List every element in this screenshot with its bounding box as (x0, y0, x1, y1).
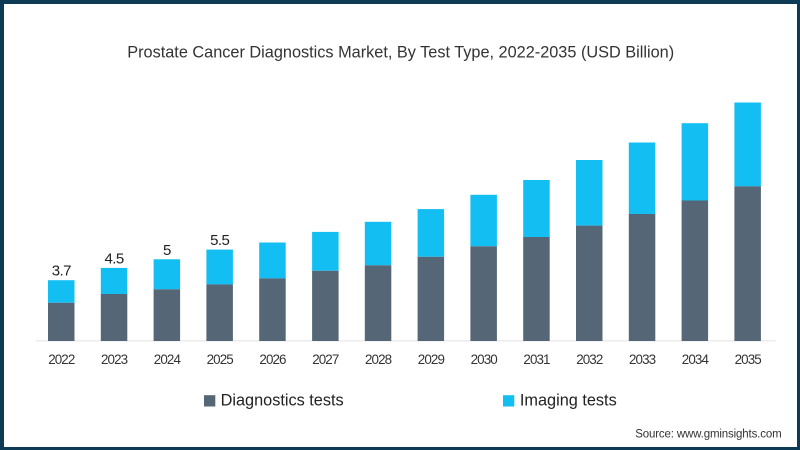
svg-text:2035: 2035 (735, 352, 762, 367)
svg-text:2022: 2022 (48, 352, 75, 367)
svg-text:Source: www.gminsights.com: Source: www.gminsights.com (635, 428, 781, 440)
svg-text:3.7: 3.7 (52, 263, 71, 280)
svg-text:2027: 2027 (312, 352, 339, 367)
svg-text:2026: 2026 (259, 352, 286, 367)
svg-text:4.5: 4.5 (104, 250, 123, 267)
svg-text:2033: 2033 (629, 352, 656, 367)
svg-text:2024: 2024 (154, 352, 182, 367)
svg-text:2034: 2034 (682, 352, 710, 367)
svg-text:Prostate Cancer Diagnostics Ma: Prostate Cancer Diagnostics Market, By T… (127, 43, 674, 61)
svg-text:2032: 2032 (576, 352, 603, 367)
svg-text:2023: 2023 (101, 352, 128, 367)
svg-text:Imaging tests: Imaging tests (520, 391, 617, 409)
svg-text:2030: 2030 (471, 352, 498, 367)
svg-text:2029: 2029 (418, 352, 445, 367)
svg-text:2031: 2031 (523, 352, 550, 367)
svg-text:2025: 2025 (207, 352, 234, 367)
svg-text:Diagnostics tests: Diagnostics tests (221, 391, 344, 409)
svg-text:5: 5 (163, 242, 171, 259)
svg-text:5.5: 5.5 (210, 232, 229, 249)
svg-text:2028: 2028 (365, 352, 392, 367)
